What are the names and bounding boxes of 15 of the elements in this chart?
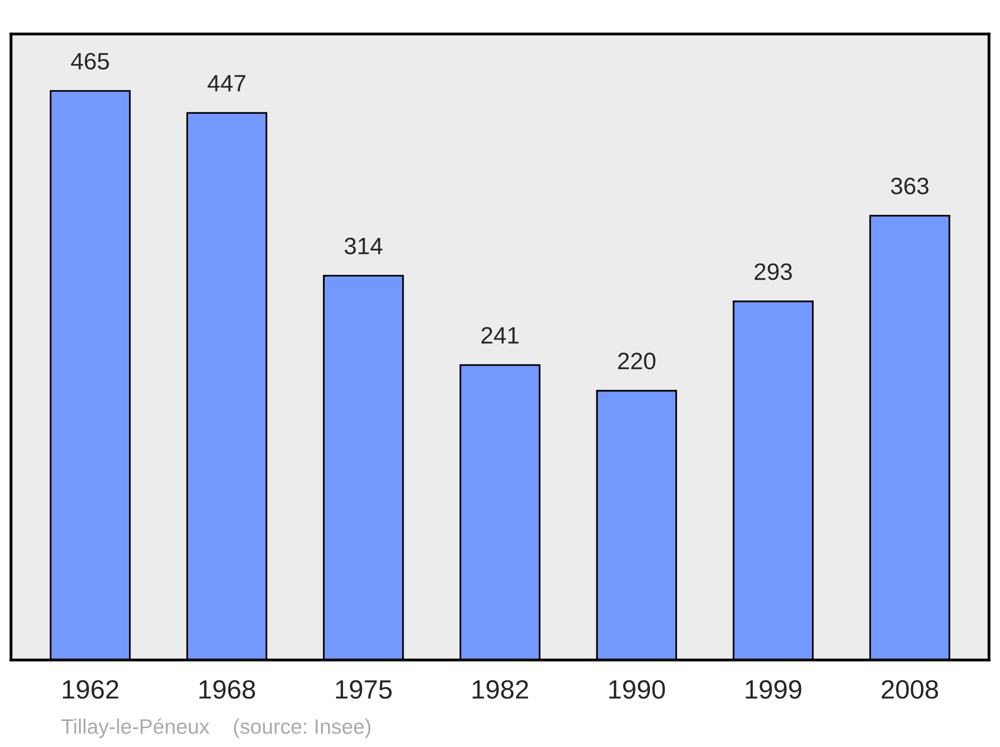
data-label: 314 (344, 238, 382, 254)
data-label: 447 (208, 75, 246, 92)
x-tick-label: 1990 (609, 680, 665, 699)
x-tick-label: 1999 (746, 680, 802, 699)
x-tick-label: 1975 (336, 680, 392, 699)
data-label: 220 (618, 352, 656, 370)
data-label: 241 (481, 326, 519, 344)
text: Tillay-le-Péneux (source: Insee) (61, 718, 370, 738)
x-tick-label: 1962 (62, 680, 118, 699)
data-label: 293 (754, 263, 792, 280)
data-label: 465 (71, 52, 109, 70)
x-tick-label: 2008 (882, 680, 938, 699)
x-tick-label: 1968 (199, 680, 256, 699)
x-tick-label: 1982 (472, 680, 528, 699)
data-label: 363 (890, 178, 928, 194)
